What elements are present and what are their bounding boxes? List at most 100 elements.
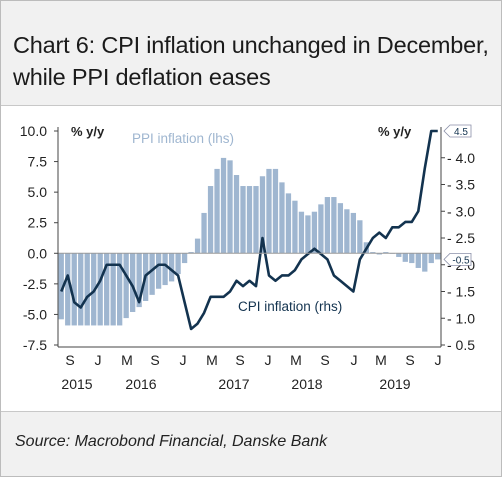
x-year-label: 2019 xyxy=(379,376,410,392)
x-month-label: M xyxy=(121,352,133,368)
left-tick-label: 7.5 xyxy=(28,154,48,170)
ppi-bar xyxy=(207,186,214,254)
ppi-bar xyxy=(227,160,233,254)
ppi-end-callout-value: -0.5 xyxy=(452,255,470,266)
ppi-bar xyxy=(415,253,421,268)
ppi-bar xyxy=(149,253,155,295)
x-month-label: J xyxy=(351,352,358,368)
ppi-bar xyxy=(266,168,272,254)
ppi-series-label: PPI inflation (lhs) xyxy=(132,131,234,146)
left-tick-label: -5.0 xyxy=(23,306,47,322)
source-note: Source: Macrobond Financial, Danske Bank xyxy=(15,433,328,450)
right-tick-label: - 1.5 xyxy=(447,284,475,300)
ppi-bar xyxy=(357,220,363,254)
ppi-bar xyxy=(65,253,71,326)
x-month-label: M xyxy=(375,352,387,368)
left-tick-label: 2.5 xyxy=(28,215,48,231)
ppi-bar xyxy=(422,253,428,272)
ppi-bar xyxy=(201,212,207,254)
ppi-bar xyxy=(344,209,350,254)
ppi-bar xyxy=(324,197,331,254)
ppi-bar xyxy=(305,215,311,254)
x-month-label: M xyxy=(290,352,302,368)
right-tick-label: - 3.0 xyxy=(447,203,475,219)
ppi-bar xyxy=(188,252,194,254)
ppi-bar xyxy=(246,186,253,254)
x-year-label: 2018 xyxy=(291,376,322,392)
chart-svg: 10.0 7.5 5.0 2.5 0.0 -2.5 -5.0 -7.5 % y/y - 4.0 -… xyxy=(20,123,475,392)
right-axis-label: % y/y xyxy=(378,124,412,139)
ppi-bar xyxy=(58,253,64,320)
ppi-bar xyxy=(402,253,408,262)
ppi-bar xyxy=(214,168,220,254)
right-tick-label: - 4.0 xyxy=(447,150,475,166)
ppi-bar xyxy=(97,253,103,326)
x-year-label: 2016 xyxy=(125,376,156,392)
right-tick-label: - 2.5 xyxy=(447,230,475,246)
ppi-bar xyxy=(272,168,279,254)
ppi-bar xyxy=(78,253,84,326)
ppi-bar xyxy=(311,211,318,254)
ppi-bar xyxy=(162,253,168,286)
ppi-bar xyxy=(181,253,188,264)
left-tick-label: 5.0 xyxy=(28,184,48,200)
ppi-bar xyxy=(71,253,77,326)
ppi-bar xyxy=(130,253,136,312)
ppi-end-callout: -0.5 xyxy=(443,253,472,266)
ppi-bar xyxy=(194,238,201,254)
ppi-bar xyxy=(292,200,298,254)
x-month-label: S xyxy=(235,352,244,368)
ppi-bar xyxy=(155,253,162,289)
left-tick-label: -2.5 xyxy=(23,276,47,292)
ppi-bar xyxy=(298,211,305,254)
ppi-bar xyxy=(259,176,266,254)
ppi-bar xyxy=(136,253,142,308)
chart-title: Chart 6: CPI inflation unchanged in Dece… xyxy=(13,32,489,90)
cpi-series-label: CPI inflation (rhs) xyxy=(238,299,342,314)
left-tick-label: 0.0 xyxy=(28,245,48,261)
ppi-bar xyxy=(396,253,402,257)
ppi-bar xyxy=(285,193,292,254)
ppi-bar xyxy=(337,203,344,254)
x-month-label: S xyxy=(65,352,74,368)
cpi-end-callout-box xyxy=(443,124,472,138)
x-month-label: J xyxy=(265,352,272,368)
ppi-bar xyxy=(110,253,116,326)
x-year-label: 2015 xyxy=(61,376,92,392)
ppi-bar xyxy=(240,186,246,254)
ppi-bar xyxy=(428,253,434,264)
ppi-bar xyxy=(220,157,227,254)
x-month-label: S xyxy=(320,352,329,368)
ppi-bar xyxy=(175,253,181,275)
ppi-bar xyxy=(123,253,129,319)
right-tick-label: - 0.5 xyxy=(447,337,475,353)
plot-area: 10.0 7.5 5.0 2.5 0.0 -2.5 -5.0 -7.5 % y/y - 4.0 -… xyxy=(1,105,501,412)
cpi-end-callout-value: 4.5 xyxy=(454,127,468,138)
ppi-bar xyxy=(435,253,441,260)
cpi-line xyxy=(60,129,438,331)
ppi-bar xyxy=(370,252,376,254)
left-tick-label: 10.0 xyxy=(20,123,47,139)
ppi-bar xyxy=(331,197,337,254)
ppi-bar xyxy=(350,212,357,254)
ppi-bar xyxy=(279,182,285,254)
ppi-bar xyxy=(376,253,382,255)
ppi-bar xyxy=(168,253,175,282)
x-month-label: J xyxy=(180,352,187,368)
ppi-bar xyxy=(253,186,259,254)
ppi-bar xyxy=(84,253,90,326)
ppi-bar xyxy=(233,175,240,254)
x-month-label: M xyxy=(206,352,218,368)
ppi-bar xyxy=(318,204,324,254)
right-tick-label: - 3.5 xyxy=(447,177,475,193)
x-year-label: 2017 xyxy=(218,376,249,392)
ppi-bar xyxy=(409,253,415,264)
right-tick-label: - 1.0 xyxy=(447,310,475,326)
left-tick-label: -7.5 xyxy=(23,337,47,353)
left-axis-label: % y/y xyxy=(71,124,105,139)
x-month-label: S xyxy=(150,352,159,368)
cpi-end-callout: 4.5 xyxy=(443,124,472,138)
x-month-label: J xyxy=(95,352,102,368)
ppi-bar xyxy=(104,253,110,326)
ppi-bar xyxy=(383,252,389,254)
